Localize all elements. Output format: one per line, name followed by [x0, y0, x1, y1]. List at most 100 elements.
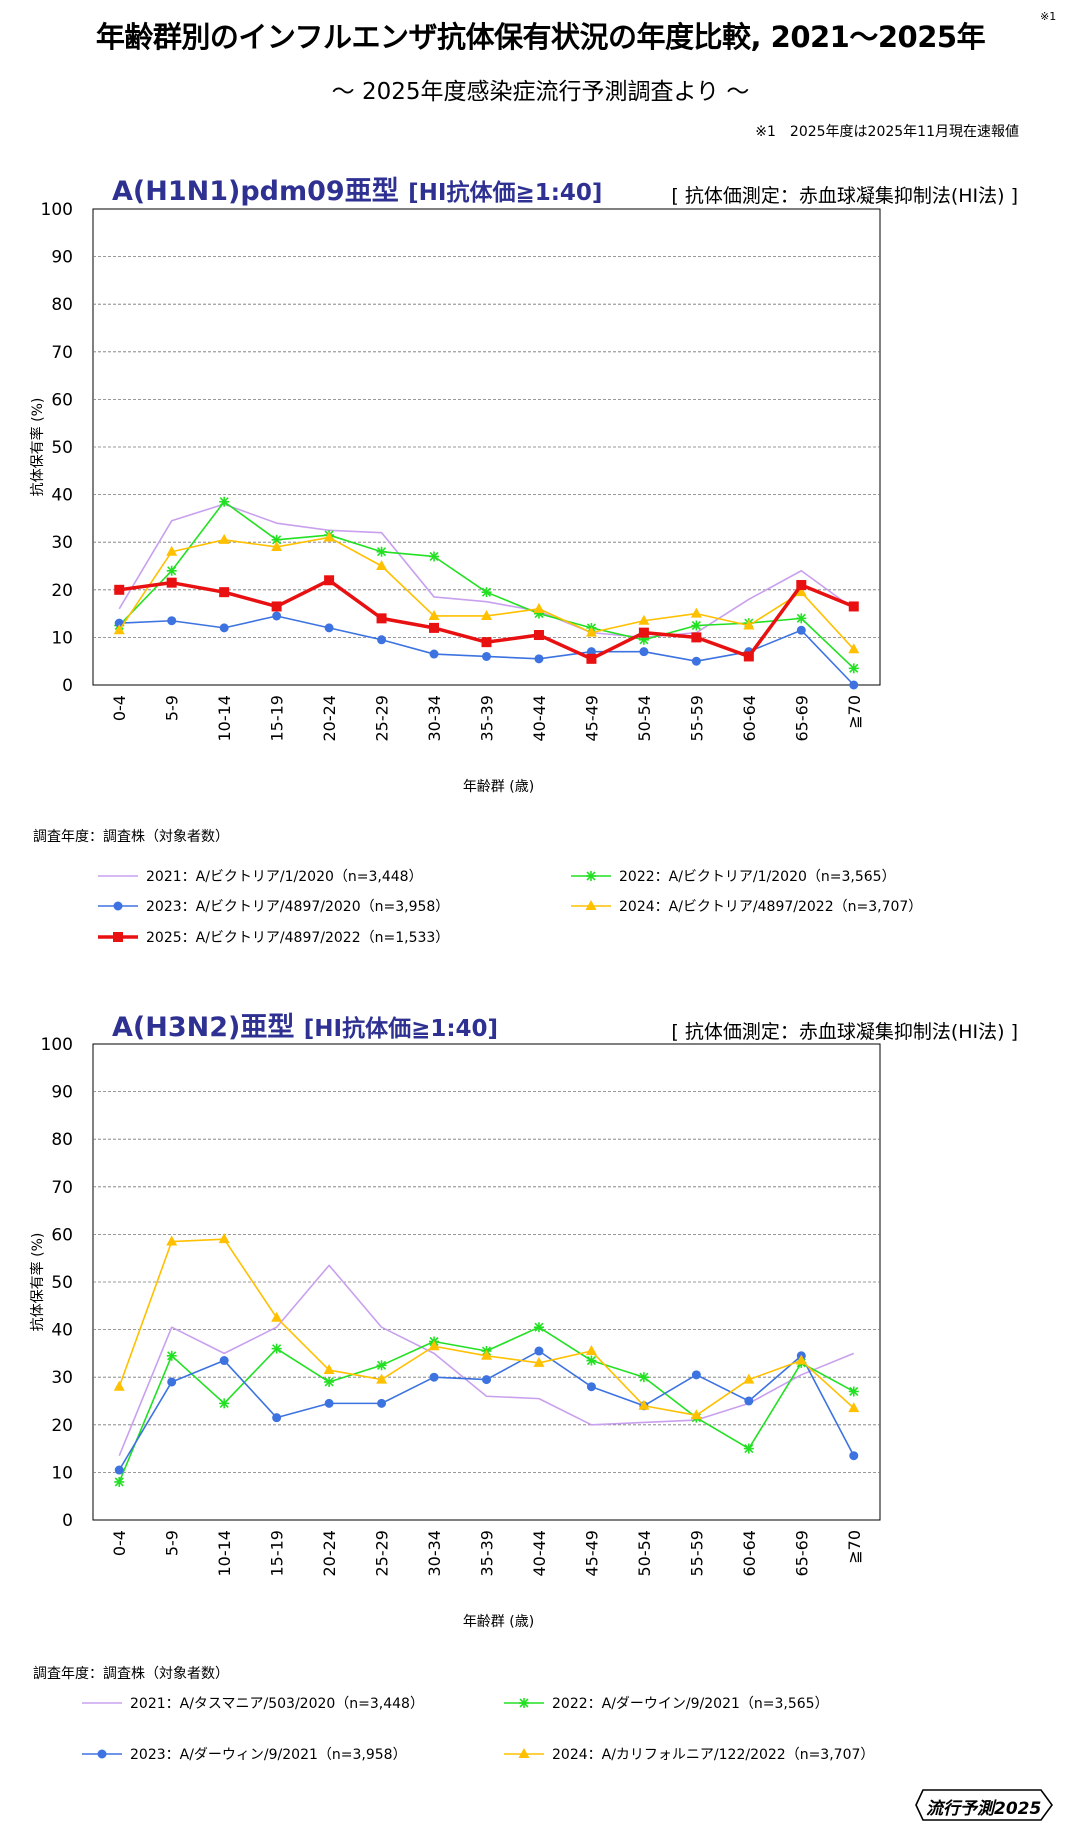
chart1-xtick-label: ≧70: [845, 695, 864, 729]
chart1-series-2022: [114, 496, 859, 674]
chart1-xtick-label: 30-34: [425, 695, 444, 742]
chart1-ytick-label: 20: [51, 581, 73, 601]
chart2-xlabel: 年齢群 (歳): [463, 1614, 534, 1630]
chart2-xtick-label: 10-14: [215, 1530, 234, 1577]
chart1-point-2024: [271, 540, 283, 551]
chart2-point-2023: [272, 1413, 282, 1423]
chart1-title-name: A(H1N1)pdm09亜型: [112, 176, 399, 207]
chart1-point-2024: [848, 643, 860, 654]
chart2-point-2023: [482, 1375, 491, 1385]
chart2-legend-swatch-2024: [504, 1748, 544, 1758]
chart2-xtick-label: 20-24: [320, 1530, 339, 1577]
chart1-xtick-label: 55-59: [687, 695, 706, 742]
chart2-point-2024: [166, 1235, 178, 1246]
chart1-point-2025: [481, 637, 492, 648]
chart2-line-2024: [118, 1238, 855, 1417]
chart1-xtick-label: 0-4: [110, 695, 129, 721]
chart2-title-condition: [HI抗体価≧1:40]: [303, 1016, 499, 1042]
chart2-point-2024: [428, 1340, 440, 1351]
chart2-xtick-label: 55-59: [687, 1530, 706, 1577]
chart1-legend-label-2021: 2021：A/ビクトリア/1/2020（n=3,448）: [146, 869, 423, 885]
chart1-legend-label-2022: 2022：A/ビクトリア/1/2020（n=3,565）: [619, 869, 896, 885]
chart1-series-2023: [114, 611, 859, 690]
chart1-xtick-label: 25-29: [373, 695, 392, 742]
chart1-point-2023: [114, 618, 124, 628]
chart2-ytick-label: 90: [51, 1083, 73, 1103]
chart2-xtick-label: 35-39: [478, 1530, 497, 1577]
chart2-point-2022: [166, 1350, 177, 1361]
chart2-point-2024: [481, 1349, 492, 1360]
chart1-point-2024: [690, 607, 702, 618]
chart2-point-2022: [271, 1343, 282, 1354]
chart1-point-2023: [691, 656, 701, 666]
chart1-legend-swatch-2023: [98, 901, 138, 911]
chart1-ytick-label: 80: [51, 295, 73, 315]
chart2-ytick-label: 60: [51, 1225, 73, 1245]
chart2-point-2023: [324, 1398, 334, 1408]
chart1-point-2022: [481, 587, 492, 598]
chart1-point-2024: [638, 614, 650, 625]
chart2-xtick-label: 60-64: [740, 1530, 759, 1577]
chart1-point-2022: [219, 496, 230, 507]
chart2-ytick-label: 70: [51, 1178, 73, 1198]
chart2-point-2022: [219, 1398, 230, 1409]
chart2-point-2022: [114, 1476, 125, 1487]
chart2-series-2024: [113, 1233, 860, 1420]
chart2-ytick-label: 30: [51, 1368, 73, 1388]
brand-name: 流行予測: [926, 1799, 994, 1819]
chart2-xtick-label: 40-44: [530, 1530, 549, 1577]
chart2-xtick-label: ≧70: [845, 1530, 864, 1564]
chart1-legend-label-2025: 2025：A/ビクトリア/4897/2022（n=1,533）: [146, 930, 450, 946]
chart2-legend-item-2024: 2024：A/カリフォルニア/122/2022（n=3,707）: [502, 1743, 874, 1765]
chart1-point-2023: [534, 654, 544, 664]
chart1-point-2023: [429, 649, 439, 659]
chart2-ylabel: 抗体保有率 (%): [29, 1233, 46, 1332]
chart1-legend-swatch-2021: [98, 875, 138, 877]
chart2-xtick-label: 50-54: [635, 1530, 654, 1577]
chart1-legend-swatch-2022: [571, 871, 611, 881]
page-subtitle: 〜 2025年度感染症流行予測調査より 〜: [331, 79, 750, 105]
chart1-point-2024: [743, 619, 755, 630]
brand-label: 流行予測2025: [926, 1794, 1041, 1819]
brand-year: 2025: [994, 1799, 1042, 1819]
chart1-ytick-label: 70: [51, 343, 73, 363]
chart2-point-2023: [586, 1382, 596, 1392]
brand-badge: [915, 1789, 1053, 1821]
chart1-point-2023: [639, 647, 649, 657]
chart2-point-2024: [638, 1399, 650, 1410]
chart2-legend-swatch-2022: [504, 1698, 544, 1708]
chart1-legend-marker-2022: [586, 871, 596, 881]
chart2-legend-swatch-2021: [82, 1702, 122, 1704]
chart1-point-2024: [323, 531, 335, 542]
chart2-legend-label-2022: 2022：A/ダーウイン/9/2021（n=3,565）: [552, 1696, 829, 1712]
chart2-frame: [92, 1043, 881, 1521]
chart2-legend-swatch-2023: [82, 1749, 122, 1759]
chart2-legend-label-2024: 2024：A/カリフォルニア/122/2022（n=3,707）: [552, 1747, 875, 1763]
chart1-legend-marker-2023: [113, 901, 123, 911]
chart1-point-2024: [481, 609, 492, 620]
chart1-method: [ 抗体価測定：赤血球凝集抑制法(HI法) ]: [671, 185, 1018, 207]
chart2-ytick-label: 20: [51, 1416, 73, 1436]
chart1-point-2025: [166, 577, 177, 588]
chart1-point-2025: [638, 627, 649, 638]
chart2-point-2022: [743, 1443, 754, 1454]
chart1-point-2022: [796, 613, 807, 624]
chart1-title-condition: [HI抗体価≧1:40]: [408, 180, 603, 206]
chart1-point-2024: [166, 545, 178, 556]
chart1-series-2021: [118, 503, 855, 639]
chart2-series-2023: [114, 1346, 859, 1475]
title-note: ※1: [1040, 10, 1057, 23]
chart2-ytick-label: 40: [51, 1321, 73, 1341]
chart1-xtick-label: 5-9: [163, 695, 182, 721]
chart1-line-2021: [118, 503, 855, 639]
chart2-point-2023: [219, 1356, 229, 1366]
chart1-ytick-label: 30: [51, 533, 73, 553]
chart1-ylabel: 抗体保有率 (%): [29, 398, 46, 497]
chart1-xlabel: 年齢群 (歳): [463, 779, 534, 795]
chart1-xtick-label: 40-44: [530, 695, 549, 742]
chart2-point-2023: [167, 1377, 177, 1387]
chart2-legend-item-2021: 2021：A/タスマニア/503/2020（n=3,448）: [80, 1692, 424, 1714]
chart1-ytick-label: 50: [51, 438, 73, 458]
chart1-ytick-label: 100: [41, 200, 73, 220]
chart1-point-2025: [324, 575, 335, 586]
